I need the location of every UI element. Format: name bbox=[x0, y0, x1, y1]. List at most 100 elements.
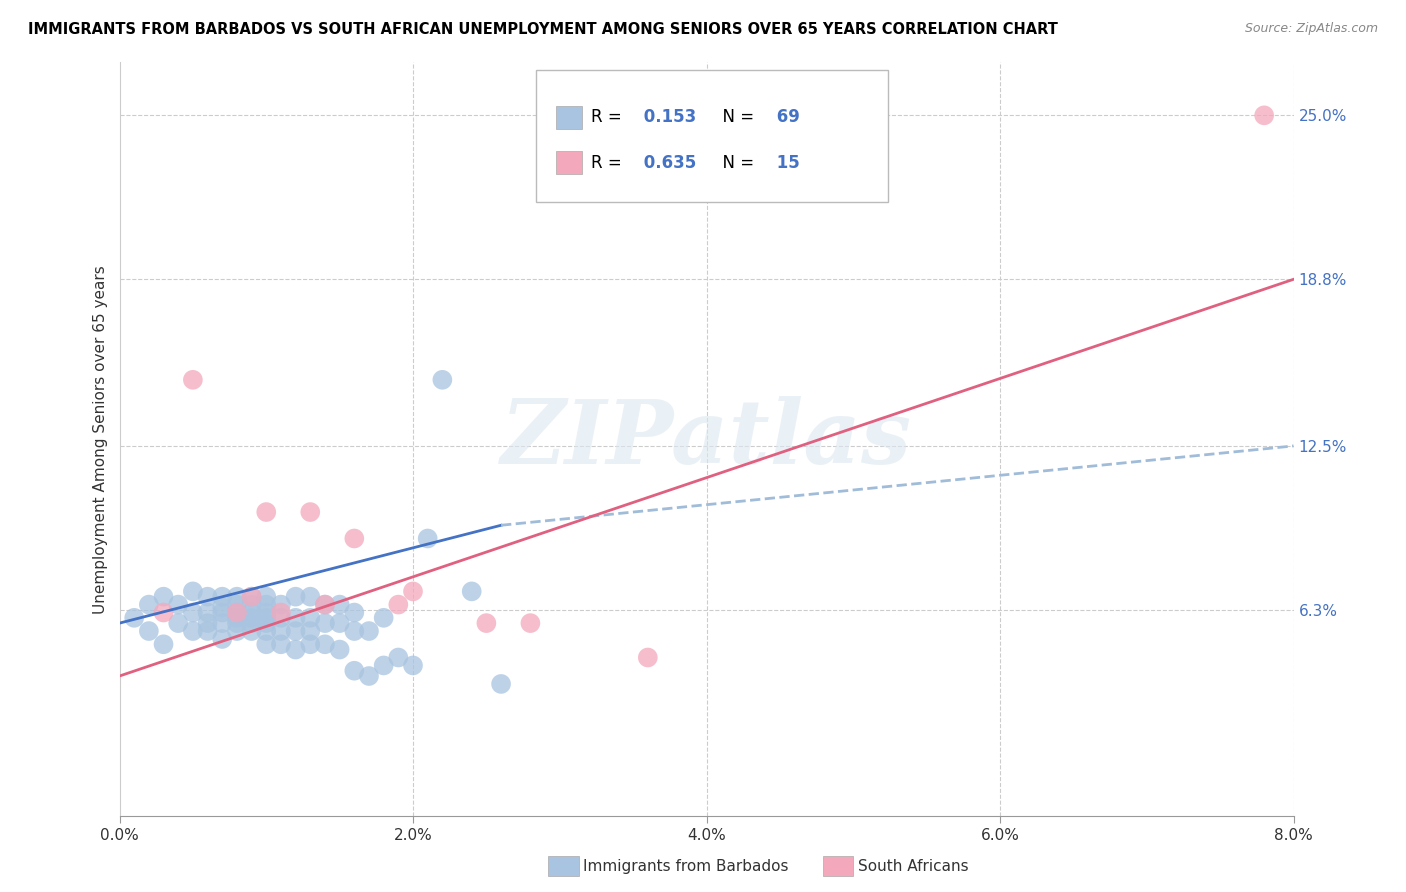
Text: N =: N = bbox=[713, 153, 759, 171]
Point bbox=[387, 598, 409, 612]
Point bbox=[225, 611, 249, 625]
Point bbox=[181, 373, 204, 387]
Point bbox=[329, 642, 352, 657]
Point bbox=[475, 616, 498, 631]
Point bbox=[197, 624, 219, 638]
Text: ZIPatlas: ZIPatlas bbox=[501, 396, 912, 483]
Point bbox=[240, 598, 263, 612]
Text: R =: R = bbox=[592, 153, 627, 171]
Point bbox=[211, 616, 233, 631]
Point bbox=[519, 616, 541, 631]
Text: 15: 15 bbox=[770, 153, 800, 171]
Point bbox=[373, 658, 395, 673]
Point bbox=[299, 624, 322, 638]
Point bbox=[225, 606, 249, 620]
Point bbox=[284, 642, 307, 657]
Point bbox=[225, 606, 249, 620]
Point bbox=[402, 658, 425, 673]
Point bbox=[254, 616, 277, 631]
Point bbox=[240, 590, 263, 604]
Point bbox=[254, 611, 277, 625]
Point bbox=[270, 598, 292, 612]
Point bbox=[299, 611, 322, 625]
Point bbox=[240, 606, 263, 620]
Point bbox=[432, 373, 454, 387]
Point bbox=[197, 606, 219, 620]
Y-axis label: Unemployment Among Seniors over 65 years: Unemployment Among Seniors over 65 years bbox=[93, 265, 108, 614]
Point bbox=[181, 624, 204, 638]
Point bbox=[343, 664, 366, 678]
Text: N =: N = bbox=[713, 109, 759, 127]
Point bbox=[314, 616, 336, 631]
Point bbox=[240, 590, 263, 604]
Point bbox=[181, 584, 204, 599]
Point bbox=[357, 624, 380, 638]
Point bbox=[270, 624, 292, 638]
Point bbox=[343, 606, 366, 620]
Point bbox=[225, 624, 249, 638]
Point bbox=[197, 590, 219, 604]
Point bbox=[152, 606, 174, 620]
Point bbox=[299, 505, 322, 519]
Point bbox=[284, 590, 307, 604]
Point bbox=[225, 590, 249, 604]
Point bbox=[167, 616, 190, 631]
Point bbox=[284, 611, 307, 625]
Point bbox=[181, 606, 204, 620]
Text: Immigrants from Barbados: Immigrants from Barbados bbox=[583, 859, 789, 873]
Point bbox=[254, 624, 277, 638]
Point bbox=[329, 598, 352, 612]
Point bbox=[138, 624, 160, 638]
Point bbox=[240, 611, 263, 625]
Text: R =: R = bbox=[592, 109, 627, 127]
Point bbox=[254, 598, 277, 612]
Point bbox=[254, 505, 277, 519]
Point bbox=[152, 590, 174, 604]
Point bbox=[416, 532, 439, 546]
Point bbox=[197, 616, 219, 631]
Point bbox=[314, 598, 336, 612]
Point bbox=[254, 606, 277, 620]
Point bbox=[1253, 108, 1275, 122]
Point bbox=[489, 677, 512, 691]
Bar bbox=[557, 152, 582, 174]
Text: Source: ZipAtlas.com: Source: ZipAtlas.com bbox=[1244, 22, 1378, 36]
Text: 0.153: 0.153 bbox=[638, 109, 696, 127]
Point bbox=[270, 611, 292, 625]
Point bbox=[387, 650, 409, 665]
Point bbox=[637, 650, 659, 665]
Text: 69: 69 bbox=[770, 109, 800, 127]
Point bbox=[299, 590, 322, 604]
Point bbox=[357, 669, 380, 683]
Point bbox=[211, 590, 233, 604]
Point bbox=[152, 637, 174, 651]
Point bbox=[225, 616, 249, 631]
Point bbox=[138, 598, 160, 612]
FancyBboxPatch shape bbox=[536, 70, 889, 202]
Point bbox=[211, 606, 233, 620]
Point bbox=[254, 590, 277, 604]
Text: 0.635: 0.635 bbox=[638, 153, 696, 171]
Point bbox=[122, 611, 145, 625]
Point bbox=[225, 598, 249, 612]
Point bbox=[314, 598, 336, 612]
Point bbox=[167, 598, 190, 612]
Point bbox=[343, 532, 366, 546]
Point bbox=[211, 600, 233, 615]
Point bbox=[270, 606, 292, 620]
Point bbox=[314, 637, 336, 651]
Point bbox=[284, 624, 307, 638]
Point bbox=[254, 637, 277, 651]
Point bbox=[343, 624, 366, 638]
Point bbox=[329, 616, 352, 631]
Point bbox=[299, 637, 322, 651]
Point bbox=[402, 584, 425, 599]
Point bbox=[270, 637, 292, 651]
Text: South Africans: South Africans bbox=[858, 859, 969, 873]
Point bbox=[373, 611, 395, 625]
Point bbox=[240, 616, 263, 631]
Bar bbox=[557, 106, 582, 128]
Point bbox=[461, 584, 484, 599]
Point bbox=[211, 632, 233, 646]
Text: IMMIGRANTS FROM BARBADOS VS SOUTH AFRICAN UNEMPLOYMENT AMONG SENIORS OVER 65 YEA: IMMIGRANTS FROM BARBADOS VS SOUTH AFRICA… bbox=[28, 22, 1057, 37]
